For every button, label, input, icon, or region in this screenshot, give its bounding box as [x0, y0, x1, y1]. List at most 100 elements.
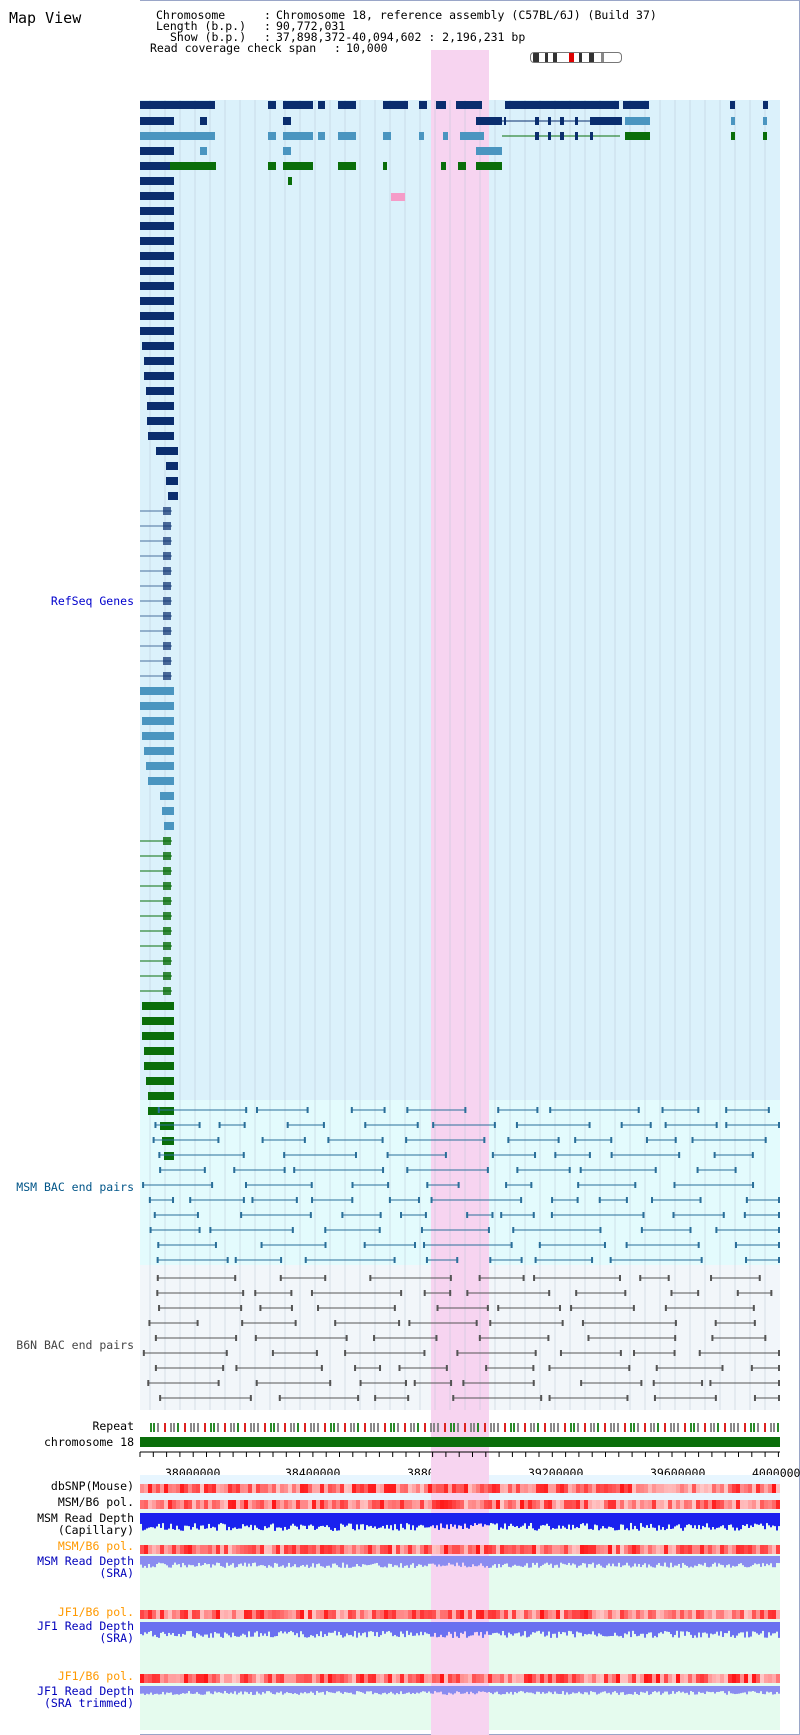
polymorphism-cell: [344, 1484, 348, 1493]
polymorphism-cell: [192, 1674, 196, 1683]
read-depth-bar: [262, 1513, 264, 1531]
read-depth-bar: [706, 1556, 708, 1567]
polymorphism-cell: [768, 1545, 772, 1554]
polymorphism-cell: [300, 1500, 304, 1509]
read-depth-bar: [588, 1686, 590, 1695]
read-depth-bar: [382, 1686, 384, 1694]
polymorphism-cell: [764, 1610, 768, 1619]
read-depth-bar: [146, 1686, 148, 1694]
chromosome-ideogram-icon[interactable]: [530, 52, 622, 63]
polymorphism-cell: [632, 1500, 636, 1509]
polymorphism-cell: [308, 1484, 312, 1493]
polymorphism-cell: [580, 1545, 584, 1554]
read-depth-bar: [642, 1556, 644, 1565]
read-depth-bar: [326, 1556, 328, 1566]
read-depth-bar: [426, 1556, 428, 1567]
repeat-mark: [764, 1423, 766, 1432]
msm-b6-pol-track-label[interactable]: MSM/B6 pol.: [57, 1495, 134, 1509]
read-depth-bar: [614, 1686, 616, 1692]
read-depth-bar: [234, 1622, 236, 1636]
polymorphism-cell: [716, 1674, 720, 1683]
read-depth-bar: [376, 1513, 378, 1529]
bac-end-mark: [485, 1365, 488, 1371]
polymorphism-cell: [320, 1500, 324, 1509]
read-depth-bar: [226, 1686, 228, 1694]
polymorphism-cell: [512, 1545, 516, 1554]
bac-end-mark: [745, 1197, 748, 1203]
read-depth-bar: [288, 1556, 290, 1563]
jf1-b6-pol-track-label[interactable]: JF1/B6 pol.: [57, 1605, 134, 1619]
read-depth-bar: [624, 1622, 626, 1634]
read-depth-bar: [752, 1556, 754, 1565]
read-depth-bar: [634, 1622, 636, 1634]
read-depth-bar: [366, 1513, 368, 1526]
read-depth-bar: [494, 1686, 496, 1693]
read-depth-bar: [476, 1686, 478, 1694]
polymorphism-cell: [456, 1484, 460, 1493]
polymorphism-cell: [184, 1484, 188, 1493]
gene-exon: [476, 117, 502, 125]
read-depth-bar: [764, 1622, 766, 1638]
polymorphism-cell: [600, 1674, 604, 1683]
msm-read-depth-capillary-label[interactable]: MSM Read Depth: [37, 1511, 134, 1525]
read-depth-bar: [382, 1513, 384, 1526]
bac-end-mark: [534, 1257, 537, 1263]
read-depth-bar: [604, 1513, 606, 1529]
jf1-read-depth-label[interactable]: JF1 Read Depth: [37, 1619, 134, 1633]
polymorphism-cell: [368, 1674, 372, 1683]
msm-read-depth-sra-label[interactable]: MSM Read Depth: [37, 1554, 134, 1568]
bac-end-mark: [449, 1275, 452, 1281]
read-depth-bar: [148, 1513, 150, 1528]
msm-b6-pol-sra-track-label[interactable]: MSM/B6 pol.: [57, 1539, 134, 1553]
repeat-mark: [410, 1423, 412, 1432]
polymorphism-cell: [148, 1674, 152, 1683]
dbsnp-track-label[interactable]: dbSNP(Mouse): [50, 1479, 134, 1493]
read-depth-bar: [438, 1513, 440, 1530]
jf1-read-depth-trimmed-label[interactable]: JF1 Read Depth: [37, 1684, 134, 1698]
read-depth-bar: [456, 1686, 458, 1692]
read-depth-bar: [144, 1686, 146, 1695]
read-depth-bar: [488, 1556, 490, 1568]
read-depth-bar: [348, 1513, 350, 1524]
polymorphism-cell: [716, 1545, 720, 1554]
gene-exon: [283, 147, 291, 155]
polymorphism-cell: [172, 1500, 176, 1509]
read-depth-bar: [456, 1622, 458, 1637]
polymorphism-cell: [384, 1610, 388, 1619]
polymorphism-cell: [452, 1674, 456, 1683]
read-depth-bar: [142, 1556, 144, 1568]
polymorphism-cell: [556, 1674, 560, 1683]
polymorphism-cell: [304, 1674, 308, 1683]
bac-end-mark: [634, 1182, 637, 1188]
read-depth-bar: [248, 1622, 250, 1632]
read-depth-bar: [216, 1686, 218, 1693]
read-depth-bar: [360, 1622, 362, 1636]
polymorphism-cell: [696, 1500, 700, 1509]
read-depth-bar: [480, 1556, 482, 1564]
gene-exon: [164, 822, 174, 830]
read-depth-bar: [602, 1686, 604, 1692]
b6n-bac-track-label[interactable]: B6N BAC end pairs: [16, 1338, 134, 1352]
bac-end-mark: [329, 1380, 332, 1386]
read-depth-bar: [608, 1556, 610, 1564]
read-depth-bar: [446, 1513, 448, 1525]
read-depth-bar: [374, 1513, 376, 1527]
bac-end-mark: [400, 1290, 403, 1296]
bac-end-mark: [400, 1212, 403, 1218]
polymorphism-cell: [636, 1545, 640, 1554]
polymorphism-cell: [448, 1545, 452, 1554]
refseq-genes-track-label[interactable]: RefSeq Genes: [50, 594, 134, 608]
read-depth-bar: [518, 1513, 520, 1529]
gene-exon: [140, 312, 174, 320]
msm-bac-track-label[interactable]: MSM BAC end pairs: [16, 1180, 134, 1194]
jf1-b6-pol-2-track-label[interactable]: JF1/B6 pol.: [57, 1669, 134, 1683]
polymorphism-cell: [396, 1500, 400, 1509]
read-depth-bar: [154, 1513, 156, 1529]
read-depth-bar: [530, 1686, 532, 1693]
polymorphism-cell: [264, 1674, 268, 1683]
chromosome-info-panel: Chromosome : Chromosome 18, reference as…: [150, 9, 657, 153]
polymorphism-cell: [444, 1674, 448, 1683]
bac-end-mark: [642, 1212, 645, 1218]
read-depth-bar: [232, 1556, 234, 1564]
